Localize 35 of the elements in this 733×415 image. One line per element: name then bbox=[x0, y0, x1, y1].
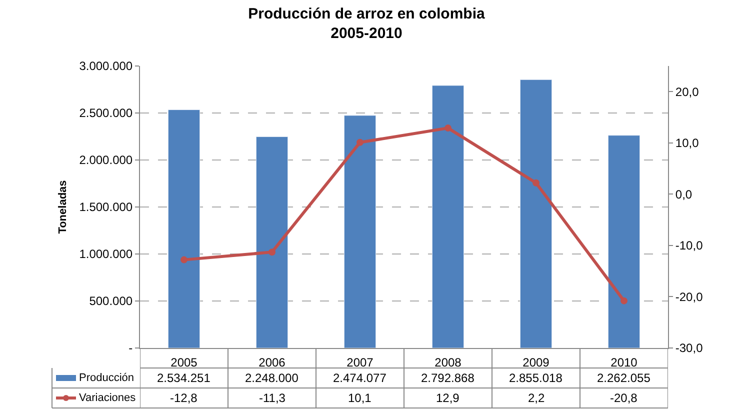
data-label: -11,3 bbox=[259, 391, 286, 405]
data-label: 2.262.055 bbox=[597, 371, 651, 385]
y2-tick-label: -30,0 bbox=[675, 341, 704, 356]
x-tick-label: 2009 bbox=[522, 355, 550, 370]
y2-tick-label: 20,0 bbox=[675, 84, 700, 99]
x-tick-label: 2005 bbox=[170, 355, 198, 370]
x-tick-label: 2007 bbox=[346, 355, 374, 370]
y2-tick-label: -10,0 bbox=[675, 238, 704, 253]
x-tick-label: 2010 bbox=[610, 355, 638, 370]
data-label: 12,9 bbox=[436, 391, 460, 405]
y-tick-label: 1.000.000 bbox=[79, 247, 133, 262]
y-tick-label: 3.000.000 bbox=[79, 59, 133, 74]
y2-tick-label: 0,0 bbox=[675, 187, 692, 202]
data-label: -20,8 bbox=[610, 391, 638, 405]
legend-label: Producción bbox=[79, 372, 134, 384]
y-tick-label: 2.000.000 bbox=[79, 153, 133, 168]
y-tick-label: 1.500.000 bbox=[79, 200, 133, 214]
y2-tick-label: 10,0 bbox=[675, 136, 700, 150]
data-label: -12,8 bbox=[170, 391, 198, 405]
data-label: 2.855.018 bbox=[509, 371, 563, 385]
data-label: 2.534.251 bbox=[157, 371, 211, 385]
data-label: 2,2 bbox=[528, 391, 546, 405]
data-label: 2.248.000 bbox=[245, 371, 299, 385]
data-label: 10,1 bbox=[348, 391, 372, 405]
y-tick-label: - bbox=[128, 341, 133, 356]
y2-tick-label: -20,0 bbox=[675, 290, 704, 304]
data-label: 2.474.077 bbox=[333, 371, 387, 385]
data-label: 2.792.868 bbox=[421, 371, 475, 385]
y-axis-title: Toneladas bbox=[56, 180, 69, 234]
legend-label: Variaciones bbox=[79, 392, 136, 404]
x-tick-label: 2008 bbox=[434, 355, 462, 370]
x-tick-label: 2006 bbox=[258, 355, 286, 370]
y-tick-label: 500.000 bbox=[89, 294, 133, 308]
chart-title: Producción de arroz en colombia 2005-2010 bbox=[248, 6, 486, 42]
y-tick-label: 2.500.000 bbox=[79, 106, 133, 120]
